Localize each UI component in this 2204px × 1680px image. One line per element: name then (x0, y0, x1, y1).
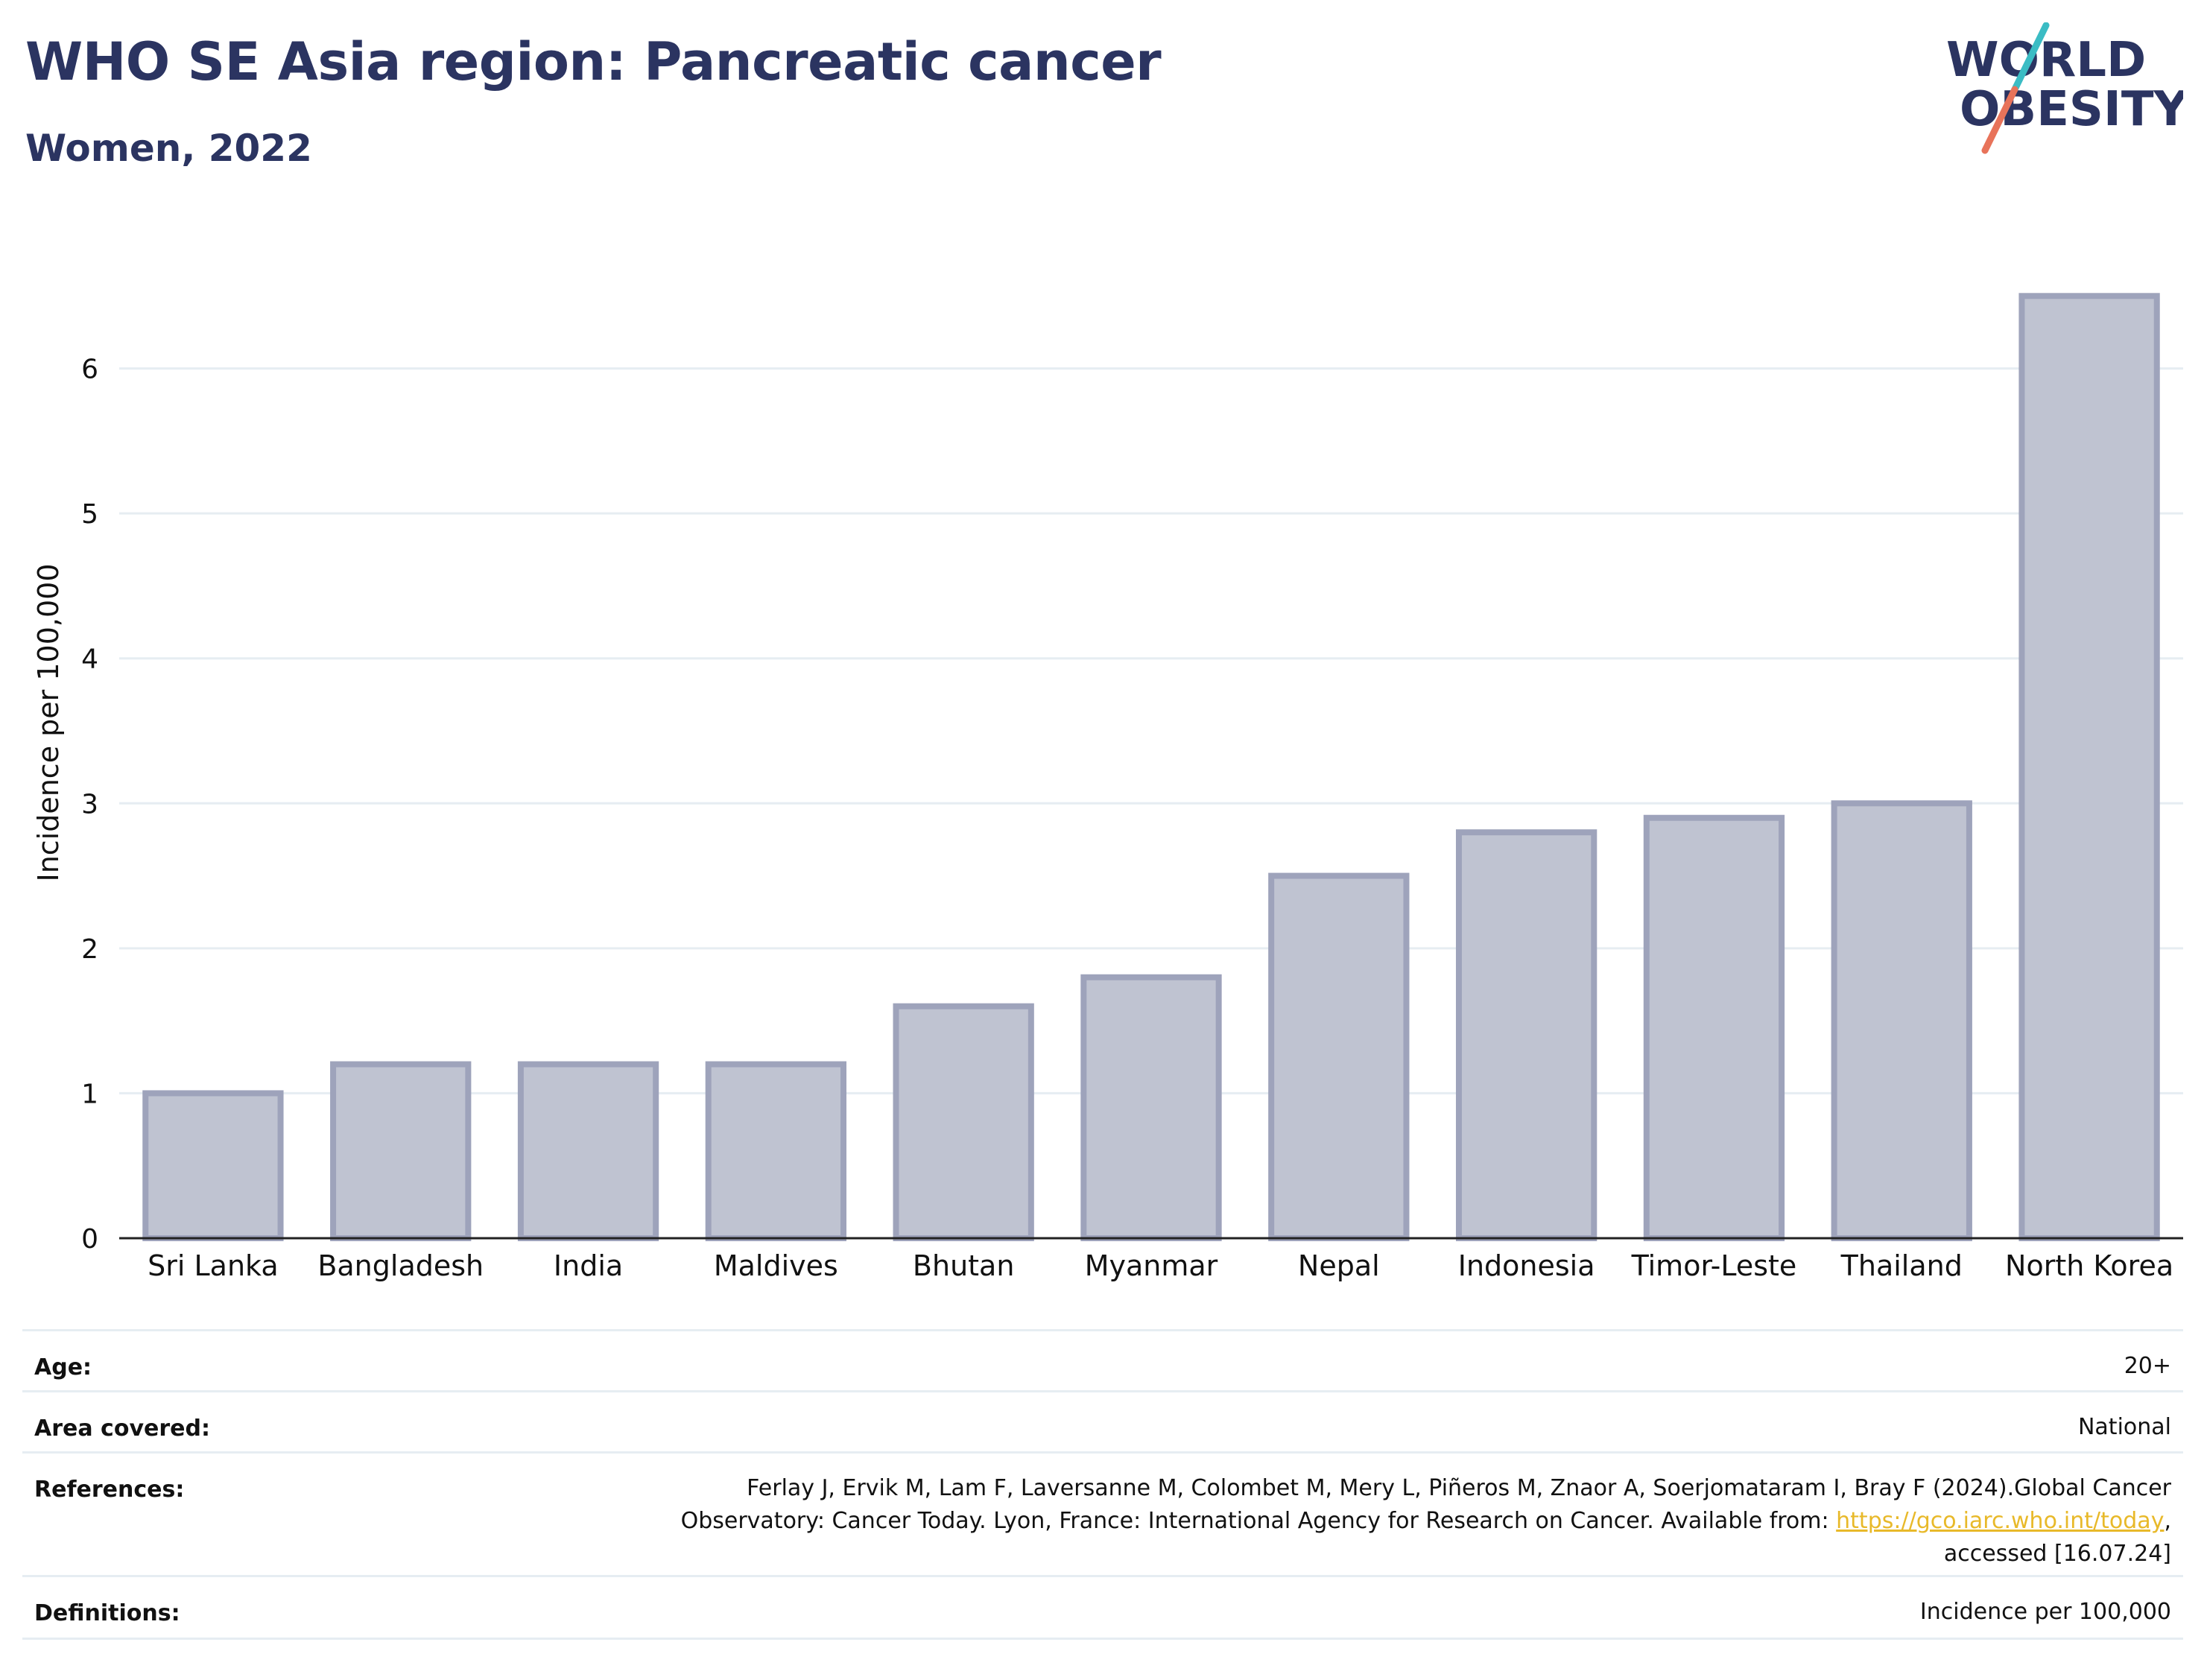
reference-line-2-comma: , (2164, 1508, 2171, 1534)
y-tick-label: 6 (81, 355, 98, 385)
logo-slash-bottom (1981, 86, 2018, 154)
bar[interactable] (2018, 293, 2160, 1241)
logo-slash-top (2011, 22, 2050, 93)
x-tick-label: Nepal (1298, 1249, 1380, 1282)
bar[interactable] (1080, 974, 1222, 1242)
meta-age-label: Age: (34, 1354, 92, 1381)
x-tick-label: Indonesia (1458, 1249, 1595, 1282)
reference-line-3: accessed [16.07.24] (1943, 1541, 2171, 1567)
x-tick-label: Maldives (714, 1249, 838, 1282)
meta-divider (22, 1575, 2183, 1577)
x-tick-label: India (554, 1249, 623, 1282)
y-tick-label: 3 (81, 789, 98, 820)
x-tick-label: North Korea (2005, 1249, 2173, 1282)
bar[interactable] (517, 1061, 659, 1241)
logo-text-world: WORLD (1946, 33, 2146, 88)
world-obesity-logo: WORLD OBESITY (1946, 22, 2183, 154)
bar[interactable] (1455, 829, 1597, 1241)
reference-link[interactable]: https://gco.iarc.who.int/today (1836, 1508, 2165, 1534)
y-tick-label: 5 (81, 499, 98, 530)
x-tick-label: Timor-Leste (1631, 1249, 1797, 1282)
y-axis-label: Incidence per 100,000 (32, 563, 65, 881)
bar[interactable] (1268, 872, 1410, 1241)
y-tick-label: 0 (81, 1224, 98, 1255)
bar[interactable] (142, 1090, 284, 1242)
meta-definitions-label: Definitions: (34, 1600, 180, 1626)
x-tick-label: Bhutan (913, 1249, 1015, 1282)
bar[interactable] (705, 1061, 847, 1241)
bar[interactable] (893, 1003, 1034, 1241)
meta-references-value: Ferlay J, Ervik M, Lam F, Laversanne M, … (681, 1472, 2171, 1570)
meta-area-label: Area covered: (34, 1416, 210, 1442)
axes: 0 1 2 3 4 5 6 Sri Lanka Bangladesh India Maldives B… (81, 355, 2183, 1282)
meta-references-label: References: (34, 1477, 185, 1503)
meta-divider (22, 1390, 2183, 1392)
bars (142, 293, 2160, 1242)
meta-age-value: 20+ (2124, 1353, 2171, 1379)
meta-area-value: National (2077, 1414, 2171, 1440)
meta-divider (22, 1329, 2183, 1331)
bar-chart: 0 1 2 3 4 5 6 Sri Lanka Bangladesh India Maldives B… (32, 293, 2183, 1282)
chart-title: WHO SE Asia region: Pancreatic cancer (25, 31, 1162, 92)
bar[interactable] (1831, 800, 1972, 1242)
x-tick-label: Myanmar (1085, 1249, 1218, 1282)
reference-line-2: Observatory: Cancer Today. Lyon, France:… (681, 1505, 2171, 1538)
y-tick-label: 1 (81, 1079, 98, 1109)
chart-subtitle: Women, 2022 (25, 127, 312, 170)
x-tick-label: Thailand (1840, 1249, 1963, 1282)
meta-divider (22, 1638, 2183, 1640)
reference-line-2-text: Observatory: Cancer Today. Lyon, France:… (680, 1508, 1837, 1534)
y-tick-label: 2 (81, 934, 98, 965)
meta-divider (22, 1451, 2183, 1454)
x-tick-label: Sri Lanka (148, 1249, 279, 1282)
bar[interactable] (330, 1061, 472, 1241)
reference-line-1: Ferlay J, Ervik M, Lam F, Laversanne M, … (747, 1475, 2171, 1501)
y-tick-label: 4 (81, 644, 98, 675)
x-tick-label: Bangladesh (317, 1249, 484, 1282)
meta-definitions-value: Incidence per 100,000 (1919, 1599, 2171, 1625)
bar[interactable] (1643, 814, 1785, 1241)
